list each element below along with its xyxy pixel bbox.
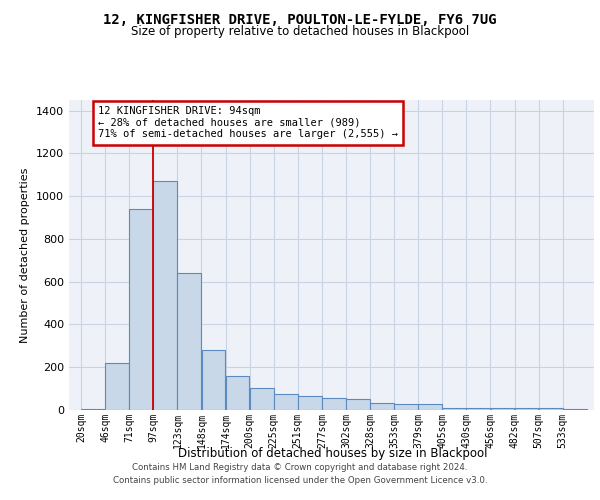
Bar: [154, 181, 177, 410]
Bar: [322, 398, 346, 410]
Bar: [370, 402, 394, 410]
Text: Size of property relative to detached houses in Blackpool: Size of property relative to detached ho…: [131, 25, 469, 38]
Text: Contains HM Land Registry data © Crown copyright and database right 2024.: Contains HM Land Registry data © Crown c…: [132, 464, 468, 472]
Y-axis label: Number of detached properties: Number of detached properties: [20, 168, 31, 342]
Bar: [250, 388, 274, 410]
Text: Contains public sector information licensed under the Open Government Licence v3: Contains public sector information licen…: [113, 476, 487, 485]
Bar: [442, 408, 466, 410]
Bar: [202, 350, 226, 410]
Bar: [491, 408, 514, 410]
Bar: [563, 409, 587, 410]
Bar: [539, 408, 563, 410]
Bar: [226, 376, 250, 410]
Bar: [274, 394, 298, 410]
Bar: [178, 273, 202, 410]
Text: 12 KINGFISHER DRIVE: 94sqm
← 28% of detached houses are smaller (989)
71% of sem: 12 KINGFISHER DRIVE: 94sqm ← 28% of deta…: [98, 106, 398, 140]
Text: 12, KINGFISHER DRIVE, POULTON-LE-FYLDE, FY6 7UG: 12, KINGFISHER DRIVE, POULTON-LE-FYLDE, …: [103, 12, 497, 26]
Bar: [298, 396, 322, 410]
Bar: [130, 209, 153, 410]
Bar: [81, 409, 105, 410]
Bar: [105, 363, 129, 410]
Bar: [466, 408, 490, 410]
Bar: [418, 404, 442, 410]
Bar: [346, 400, 370, 410]
Bar: [515, 408, 538, 410]
Text: Distribution of detached houses by size in Blackpool: Distribution of detached houses by size …: [178, 448, 488, 460]
Bar: [394, 404, 418, 410]
